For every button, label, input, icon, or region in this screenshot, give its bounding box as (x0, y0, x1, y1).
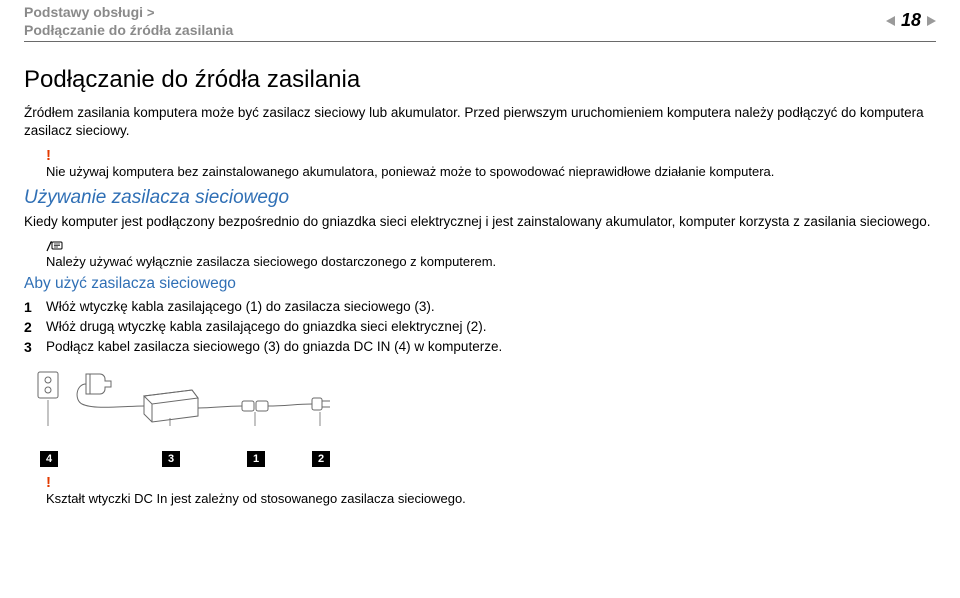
note-icon (24, 239, 936, 253)
warning-text: Nie używaj komputera bez zainstalowanego… (24, 163, 936, 181)
warning2-icon: ! (24, 475, 936, 490)
diagram-label-4: 4 (40, 451, 58, 467)
note-text: Należy używać wyłącznie zasilacza siecio… (24, 253, 936, 271)
next-page-icon[interactable] (927, 16, 936, 26)
diagram-label-2: 2 (312, 451, 330, 467)
warning-icon: ! (24, 148, 936, 163)
breadcrumb-l1: Podstawy obsługi (24, 4, 143, 20)
diagram-label-1: 1 (247, 451, 265, 467)
page-title: Podłączanie do źródła zasilania (24, 66, 936, 94)
section1-body: Kiedy komputer jest podłączony bezpośred… (24, 213, 936, 231)
page-number: 18 (901, 10, 921, 31)
step-item: Włóż drugą wtyczkę kabla zasilającego do… (24, 317, 936, 337)
breadcrumb-sep: > (147, 5, 155, 20)
connection-diagram: 4 3 1 2 (24, 368, 936, 469)
intro-paragraph: Źródłem zasilania komputera może być zas… (24, 104, 936, 140)
step-item: Włóż wtyczkę kabla zasilającego (1) do z… (24, 297, 936, 317)
prev-page-icon[interactable] (886, 16, 895, 26)
pager: 18 (886, 10, 936, 31)
breadcrumb-l2: Podłączanie do źródła zasilania (24, 22, 233, 40)
section-heading-2: Aby użyć zasilacza sieciowego (24, 275, 936, 293)
page-header: Podstawy obsługi > Podłączanie do źródła… (24, 4, 936, 42)
steps-list: Włóż wtyczkę kabla zasilającego (1) do z… (24, 297, 936, 358)
section-heading-1: Używanie zasilacza sieciowego (24, 187, 936, 209)
step-item: Podłącz kabel zasilacza sieciowego (3) d… (24, 337, 936, 357)
breadcrumb: Podstawy obsługi > Podłączanie do źródła… (24, 4, 233, 39)
warning2-text: Kształt wtyczki DC In jest zależny od st… (24, 490, 936, 508)
diagram-label-3: 3 (162, 451, 180, 467)
